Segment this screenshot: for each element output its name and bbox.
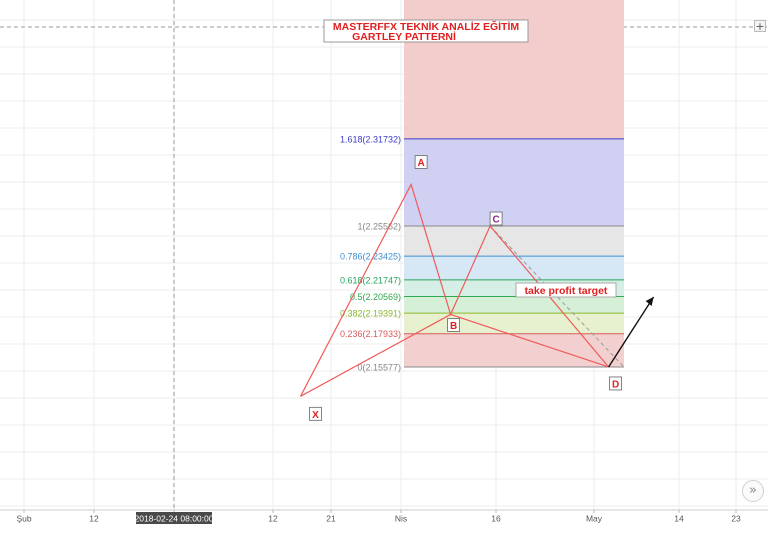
take-profit-label[interactable]: take profit target [515,282,617,298]
fib-labels: 1.618(2.31732) 1(2.25562) 0.786(2.23425) 0.… [340,134,401,372]
svg-text:A: A [417,158,424,169]
x-tick-label-9: 23 [731,514,741,524]
pattern-point-labels: X A B C D [309,155,622,421]
x-tick-label-3: 12 [268,514,278,524]
x-axis: Şub 12 2018-02-24 08:00:00 12 21 Nis 16 May 14 23 [0,509,768,524]
fib-zone-1 [404,226,624,257]
fib-zone-6 [404,333,624,367]
point-label-c[interactable]: C [489,211,503,226]
header-line-1: MASTERFFX TEKNİK ANALİZ EĞİTİM [333,20,520,33]
svg-text:take profit target: take profit target [525,285,608,297]
svg-text:X: X [312,410,319,421]
annotations: take profit target [515,282,655,368]
tp-arrow-line [608,296,655,368]
point-label-d[interactable]: D [609,376,622,391]
chart-header: MASTERFFX TEKNİK ANALİZ EĞİTİM GARTLEY P… [323,19,529,43]
fib-label-6: 0.236(2.17933) [340,329,401,339]
fib-label-0: 1.618(2.31732) [340,134,401,144]
header-box [323,19,529,43]
pattern-xb [300,313,451,397]
point-label-x[interactable]: X [309,406,322,421]
trend-dashed [489,225,625,368]
x-tick-label-6: 16 [491,514,501,524]
svg-text:D: D [612,379,619,390]
x-tick-label-8: 14 [674,514,684,524]
x-tick-label-2: 2018-02-24 08:00:00 [135,514,214,524]
fib-zone-0 [404,138,624,226]
fib-zone-5 [404,313,624,334]
point-label-b[interactable]: B [447,318,461,332]
fib-label-3: 0.618(2.21747) [340,275,401,285]
svg-text:B: B [450,321,457,332]
x-tick-label-4: 21 [326,514,336,524]
add-button[interactable]: + [754,20,766,33]
x-tick-label-5: Nis [395,514,407,524]
pattern-bd [450,313,609,368]
x-tick-label-0: Şub [16,514,31,524]
fib-label-4: 0.5(2.20569) [350,292,401,302]
fib-zone-4 [404,296,624,314]
tp-arrow-head [645,296,654,306]
x-tick-highlight-box [136,512,212,524]
fib-label-1: 1(2.25562) [357,222,401,232]
scroll-right-button[interactable]: » [742,480,764,502]
x-tick-label-1: 12 [89,514,99,524]
svg-text:C: C [492,215,499,226]
grid-layer [0,0,768,510]
fib-zone-2 [404,256,624,280]
fib-label-7: 0(2.15577) [357,363,401,373]
fib-zones [404,0,624,367]
fib-label-5: 0.382(2.19391) [340,309,401,319]
x-tick-label-7: May [586,514,603,524]
header-line-2: GARTLEY PATTERNİ [352,30,456,43]
fib-label-2: 0.786(2.23425) [340,252,401,262]
point-label-a[interactable]: A [414,155,428,170]
pattern-lines [299,182,625,397]
